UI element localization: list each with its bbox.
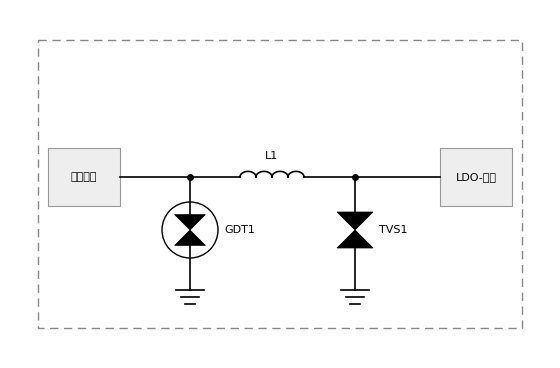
Text: L1: L1 [265, 151, 279, 162]
Polygon shape [175, 215, 206, 230]
Polygon shape [175, 230, 206, 245]
Polygon shape [337, 212, 373, 230]
Text: 电源输入: 电源输入 [71, 172, 97, 182]
Text: TVS1: TVS1 [379, 225, 408, 235]
Polygon shape [337, 230, 373, 248]
Bar [48, 148, 120, 206]
Text: GDT1: GDT1 [224, 225, 255, 235]
Circle shape [162, 202, 218, 258]
Bar [440, 148, 512, 206]
Text: LDO-芯片: LDO-芯片 [455, 172, 497, 182]
Bar [38, 40, 522, 328]
